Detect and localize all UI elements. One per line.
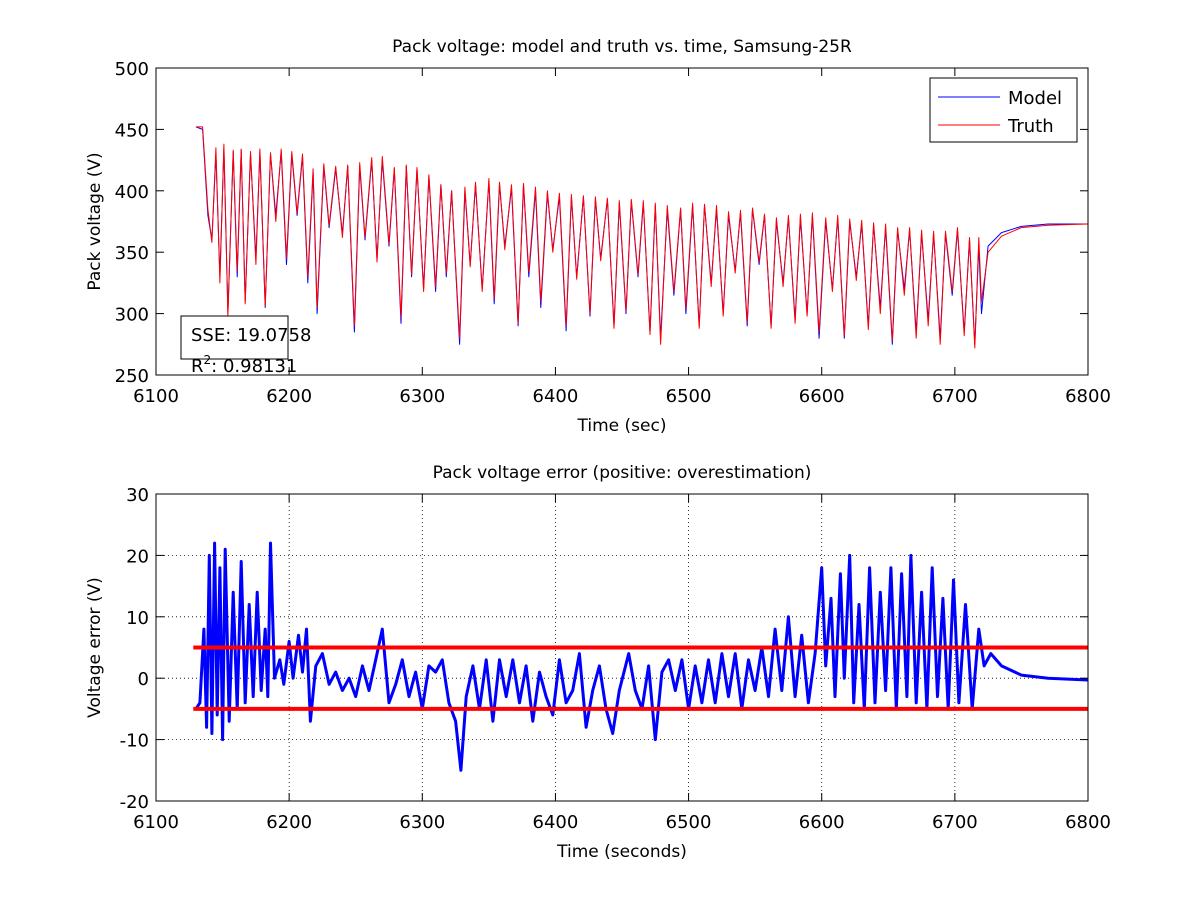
x-tick-label: 6300 [399, 386, 445, 407]
y-tick-label: 250 [115, 366, 149, 387]
y-tick-label: 350 [115, 243, 149, 264]
legend-label: Truth [1007, 116, 1054, 137]
x-tick-label: 6700 [932, 386, 978, 407]
y-tick-label: 450 [115, 120, 149, 141]
x-axis-label: Time (seconds) [556, 842, 687, 862]
y-tick-label: 0 [138, 669, 149, 690]
r2-rest: : 0.98131 [211, 356, 297, 377]
annotation-text: SSE: 19.0758 [191, 325, 311, 346]
x-tick-label: 6100 [133, 386, 179, 407]
x-tick-label: 6600 [799, 812, 845, 833]
chart-title: Pack voltage error (positive: overestima… [433, 463, 812, 483]
x-tick-label: 6700 [932, 812, 978, 833]
x-axis-label: Time (sec) [577, 416, 667, 436]
y-axis-label: Voltage error (V) [85, 577, 105, 718]
y-tick-label: -10 [120, 731, 149, 752]
chart-title: Pack voltage: model and truth vs. time, … [392, 37, 852, 57]
r2-sup: 2 [204, 353, 212, 367]
y-tick-label: 10 [126, 608, 149, 629]
y-tick-label: 500 [115, 59, 149, 80]
annotation-box [180, 315, 289, 360]
x-tick-label: 6600 [799, 386, 845, 407]
r2-base: R [191, 356, 204, 377]
x-tick-label: 6200 [266, 812, 312, 833]
x-tick-label: 6400 [533, 812, 579, 833]
y-tick-label: 30 [126, 485, 149, 506]
y-tick-label: 400 [115, 182, 149, 203]
y-tick-label: -20 [120, 792, 149, 813]
x-tick-label: 6500 [666, 812, 712, 833]
axes-box [155, 67, 1089, 376]
axes-box [155, 493, 1089, 802]
y-axis-label: Pack voltage (V) [85, 152, 105, 290]
x-tick-label: 6800 [1065, 386, 1111, 407]
x-tick-label: 6500 [666, 386, 712, 407]
y-tick-label: 300 [115, 305, 149, 326]
series-line [194, 541, 1089, 772]
annotation-text: R2: 0.98131 [191, 353, 297, 377]
x-tick-label: 6300 [399, 812, 445, 833]
x-tick-label: 6400 [533, 386, 579, 407]
x-tick-label: 6200 [266, 386, 312, 407]
x-tick-label: 6800 [1065, 812, 1111, 833]
y-tick-label: 20 [126, 546, 149, 567]
x-tick-label: 6100 [133, 812, 179, 833]
series-line [195, 126, 1089, 349]
legend-label: Model [1008, 88, 1062, 109]
legend-box [929, 77, 1078, 143]
